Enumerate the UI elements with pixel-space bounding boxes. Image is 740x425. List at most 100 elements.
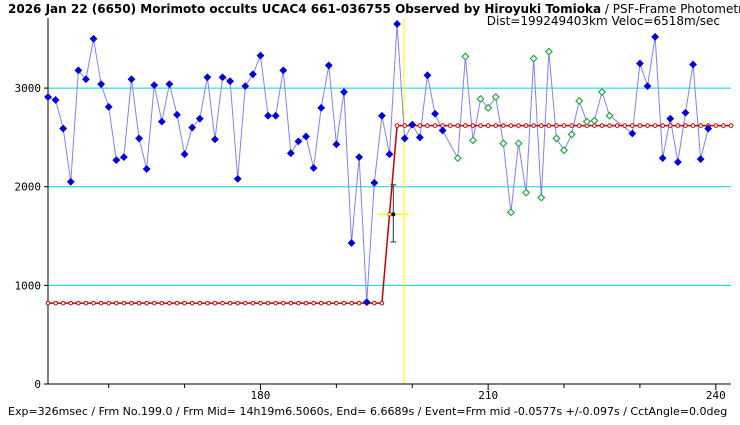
data-point bbox=[157, 117, 166, 126]
model-point bbox=[447, 123, 453, 128]
data-point bbox=[362, 298, 371, 307]
data-point bbox=[188, 123, 197, 132]
data-point bbox=[180, 150, 189, 159]
model-point bbox=[675, 123, 681, 128]
data-point bbox=[704, 124, 713, 133]
data-point bbox=[248, 70, 257, 79]
model-point bbox=[243, 300, 248, 306]
data-point bbox=[393, 20, 401, 28]
data-point bbox=[127, 75, 136, 84]
model-point bbox=[516, 123, 521, 128]
data-point-green bbox=[567, 130, 576, 139]
data-point bbox=[302, 132, 310, 141]
data-point bbox=[51, 96, 60, 104]
data-point bbox=[279, 66, 288, 75]
data-point-green bbox=[522, 188, 531, 197]
data-point-green bbox=[529, 54, 538, 63]
model-point bbox=[645, 123, 650, 128]
data-point bbox=[317, 103, 326, 112]
data-point bbox=[74, 66, 83, 75]
model-point bbox=[205, 300, 210, 306]
model-point bbox=[690, 123, 696, 128]
model-point bbox=[728, 123, 734, 128]
model-point bbox=[356, 300, 362, 306]
model-point bbox=[182, 300, 187, 306]
data-point bbox=[689, 60, 697, 69]
model-point bbox=[334, 300, 339, 306]
model-point bbox=[212, 300, 218, 306]
model-point bbox=[523, 123, 529, 128]
model-point bbox=[417, 123, 423, 128]
model-point bbox=[76, 300, 81, 306]
model-point bbox=[569, 123, 574, 128]
model-point bbox=[683, 123, 688, 128]
chart-title: 2026 Jan 22 (6650) Morimoto occults UCAC… bbox=[8, 2, 740, 16]
data-point bbox=[286, 149, 295, 158]
model-point bbox=[425, 123, 430, 128]
model-point bbox=[652, 123, 658, 128]
model-point bbox=[478, 123, 483, 128]
model-point bbox=[372, 300, 377, 306]
model-point bbox=[622, 123, 628, 128]
y-tick-label: 3000 bbox=[15, 82, 42, 95]
data-point-green bbox=[575, 96, 584, 105]
data-point bbox=[226, 77, 235, 86]
data-point bbox=[241, 82, 250, 91]
data-point bbox=[355, 153, 364, 162]
data-point bbox=[666, 114, 675, 123]
model-point bbox=[667, 123, 673, 128]
data-point bbox=[378, 111, 386, 120]
data-point bbox=[431, 109, 439, 118]
model-point bbox=[326, 300, 332, 306]
model-point bbox=[114, 300, 119, 306]
data-point bbox=[347, 239, 356, 247]
data-point-green bbox=[544, 47, 553, 56]
data-point bbox=[112, 156, 121, 165]
data-point-green bbox=[468, 136, 478, 145]
model-point bbox=[713, 123, 719, 128]
model-point bbox=[189, 300, 195, 306]
data-point-green bbox=[499, 139, 508, 148]
data-point-green bbox=[506, 208, 515, 217]
data-point bbox=[651, 32, 660, 41]
model-point bbox=[493, 123, 499, 128]
data-point bbox=[408, 120, 417, 129]
model-point bbox=[174, 300, 180, 306]
model-point bbox=[151, 300, 157, 306]
model-point bbox=[91, 300, 96, 306]
model-point bbox=[273, 300, 278, 306]
data-point bbox=[165, 80, 174, 89]
data-point bbox=[415, 133, 424, 142]
model-point bbox=[698, 123, 703, 128]
model-point bbox=[576, 123, 582, 128]
y-tick-label: 2000 bbox=[15, 181, 42, 194]
data-point bbox=[385, 150, 394, 159]
model-point bbox=[311, 300, 316, 306]
model-point bbox=[83, 300, 89, 306]
data-point bbox=[681, 108, 690, 117]
model-point bbox=[296, 300, 301, 306]
data-point bbox=[636, 59, 644, 68]
model-point bbox=[98, 300, 104, 306]
model-point bbox=[167, 300, 172, 306]
data-point bbox=[142, 165, 151, 173]
data-point-green bbox=[605, 111, 614, 120]
data-point bbox=[400, 134, 409, 143]
data-point bbox=[696, 155, 705, 164]
data-point-green bbox=[597, 88, 607, 97]
model-point bbox=[432, 123, 438, 128]
data-point bbox=[256, 51, 265, 60]
model-point bbox=[288, 300, 294, 306]
data-point bbox=[658, 154, 667, 163]
data-point-green bbox=[476, 94, 485, 104]
title-text: 2026 Jan 22 (6650) Morimoto occults UCAC… bbox=[8, 2, 602, 16]
y-tick-label: 1000 bbox=[15, 279, 42, 292]
model-point bbox=[630, 123, 635, 128]
observed-line bbox=[47, 23, 709, 303]
data-point bbox=[309, 164, 318, 172]
data-point bbox=[89, 34, 98, 43]
model-point bbox=[303, 300, 309, 306]
model-point bbox=[136, 300, 142, 306]
model-point bbox=[470, 123, 476, 128]
model-point bbox=[341, 300, 347, 306]
